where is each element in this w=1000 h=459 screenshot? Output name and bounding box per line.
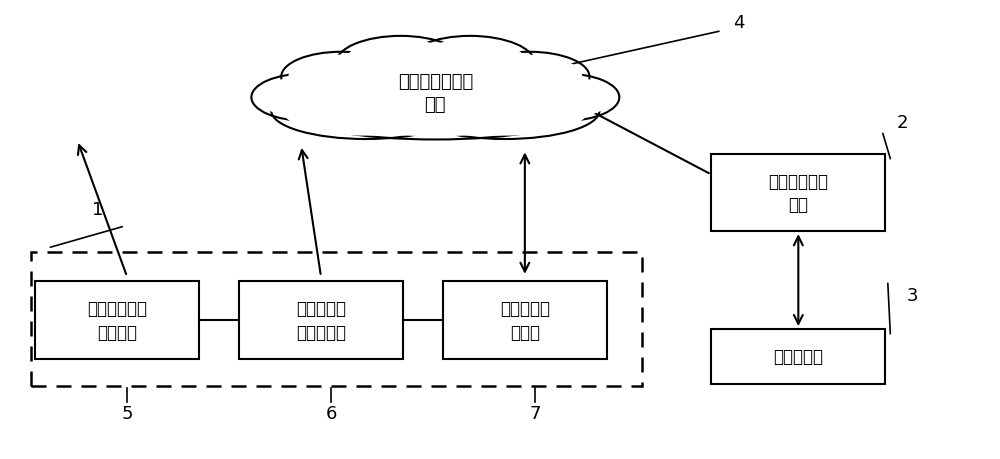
Ellipse shape	[288, 56, 393, 100]
Ellipse shape	[296, 88, 575, 140]
Ellipse shape	[336, 37, 465, 91]
Ellipse shape	[411, 84, 599, 140]
Text: 1: 1	[92, 200, 103, 218]
Ellipse shape	[477, 56, 582, 100]
FancyBboxPatch shape	[443, 282, 607, 359]
Text: 驾培驾考集中
显示模块: 驾培驾考集中 显示模块	[87, 299, 147, 341]
Text: 6: 6	[325, 404, 337, 422]
FancyBboxPatch shape	[239, 282, 403, 359]
Ellipse shape	[283, 87, 449, 136]
Text: 5: 5	[121, 404, 133, 422]
Text: 2: 2	[897, 114, 909, 132]
Text: 7: 7	[529, 404, 541, 422]
Text: 驾校驾培监管
平台: 驾校驾培监管 平台	[768, 173, 828, 214]
Ellipse shape	[271, 84, 460, 140]
FancyBboxPatch shape	[35, 282, 199, 359]
Text: 驾培驾考警
示模块: 驾培驾考警 示模块	[500, 299, 550, 341]
Ellipse shape	[470, 53, 590, 102]
Ellipse shape	[510, 74, 619, 122]
Text: 3: 3	[907, 286, 918, 304]
FancyBboxPatch shape	[711, 155, 885, 232]
Text: 4: 4	[733, 14, 744, 32]
Ellipse shape	[308, 63, 562, 119]
Ellipse shape	[313, 91, 558, 137]
FancyBboxPatch shape	[711, 329, 885, 384]
Ellipse shape	[281, 53, 401, 102]
Ellipse shape	[251, 74, 361, 122]
Ellipse shape	[406, 37, 535, 91]
Ellipse shape	[422, 87, 588, 136]
Ellipse shape	[517, 77, 613, 119]
Ellipse shape	[344, 40, 457, 88]
Ellipse shape	[291, 60, 580, 123]
Text: 驾培驾考监
控分析模块: 驾培驾考监 控分析模块	[296, 299, 346, 341]
Ellipse shape	[258, 77, 354, 119]
Text: 教练车平台: 教练车平台	[773, 347, 823, 365]
Ellipse shape	[413, 40, 527, 88]
Text: 驾培驾考信息存
储云: 驾培驾考信息存 储云	[398, 73, 473, 114]
